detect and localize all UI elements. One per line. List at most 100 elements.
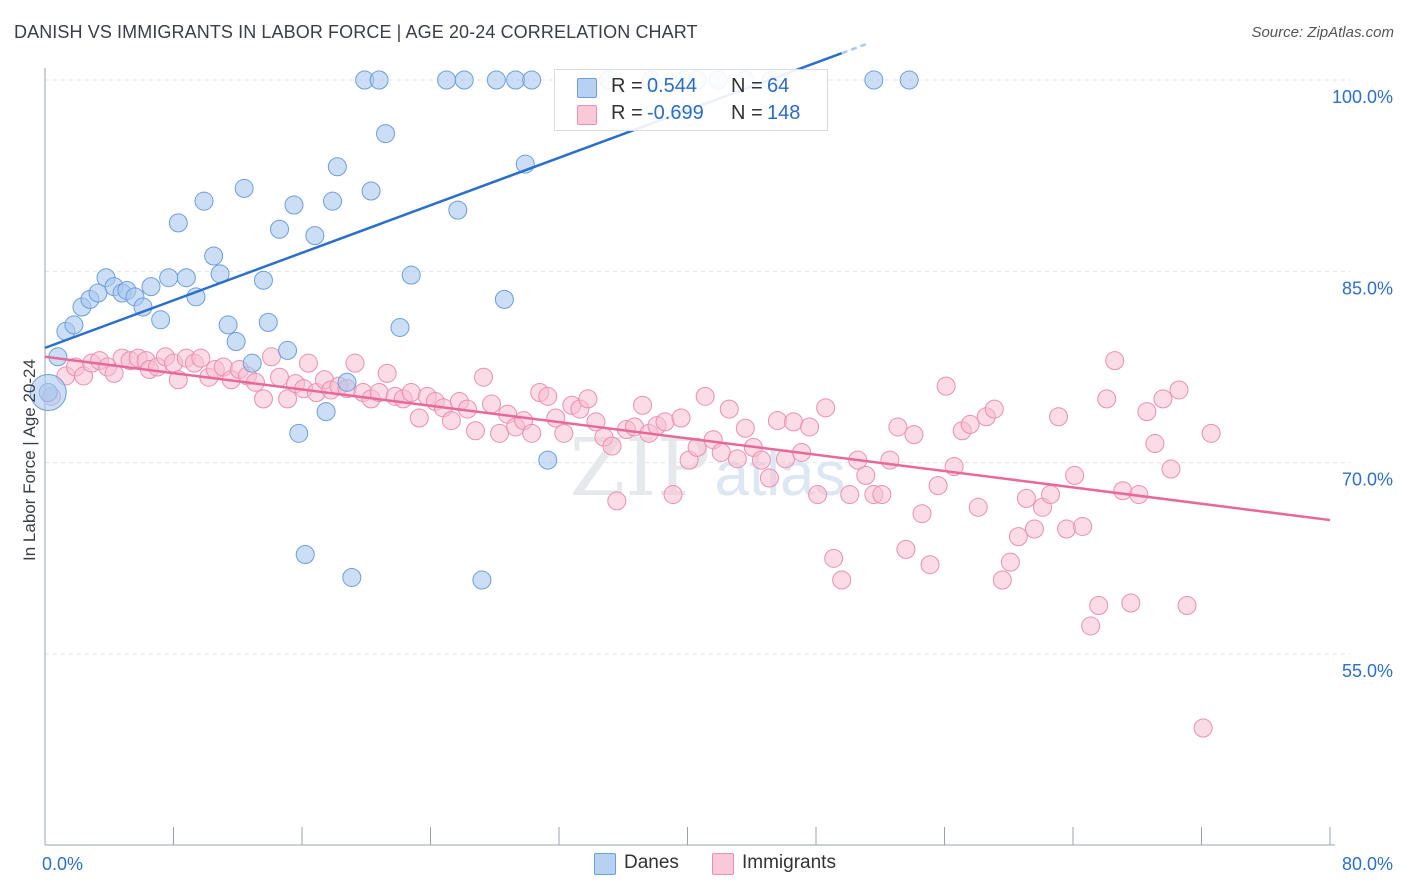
immigrants-point <box>578 389 598 409</box>
danes-point <box>454 70 474 90</box>
danes-point <box>337 372 357 392</box>
immigrants-point <box>1008 527 1028 547</box>
immigrants-point <box>840 485 860 505</box>
immigrants-point <box>298 353 318 373</box>
danes-point <box>141 277 161 297</box>
immigrants-point <box>522 423 542 443</box>
immigrants-point <box>1041 485 1061 505</box>
danes-point <box>159 268 179 288</box>
x-tick-label: 0.0% <box>42 854 83 874</box>
immigrants-point <box>554 423 574 443</box>
immigrants-point <box>1016 488 1036 508</box>
danes-point <box>218 315 238 335</box>
immigrants-point <box>904 425 924 445</box>
immigrants-point <box>1089 596 1109 616</box>
danes-point <box>226 331 246 351</box>
immigrants-point <box>1049 407 1069 427</box>
immigrants-point <box>538 386 558 406</box>
y-tick-label: 85.0% <box>1342 278 1393 298</box>
immigrants-point <box>816 398 836 418</box>
immigrants-point <box>1105 351 1125 371</box>
danes-r-value: 0.544 <box>647 75 698 97</box>
tick-labels: 100.0% 85.0% 70.0% 55.0% 0.0% 80.0% <box>42 87 1393 874</box>
danes-point <box>472 570 492 590</box>
danes-point <box>176 268 196 288</box>
immigrants-trend-line <box>44 355 1331 522</box>
danes-point <box>204 246 224 266</box>
immigrants-legend-label: Immigrants <box>742 852 836 873</box>
immigrants-n-value: 148 <box>767 102 801 124</box>
immigrants-point <box>759 468 779 488</box>
immigrants-r-value: -0.699 <box>647 102 704 124</box>
immigrants-point <box>872 485 892 505</box>
danes-point <box>506 70 526 90</box>
immigrants-point <box>920 555 940 575</box>
danes-point <box>376 124 396 144</box>
y-tick-label: 55.0% <box>1342 661 1393 681</box>
danes-point <box>88 283 108 303</box>
immigrants-point <box>984 399 1004 419</box>
source-note: Source: ZipAtlas.com <box>1251 24 1394 41</box>
danes-point <box>323 191 343 211</box>
danes-point <box>316 402 336 422</box>
immigrants-point <box>1177 596 1197 616</box>
immigrants-point <box>800 417 820 437</box>
immigrants-point <box>278 389 298 409</box>
immigrants-point <box>441 411 461 431</box>
immigrants-point <box>711 442 731 462</box>
danes-point <box>361 181 381 201</box>
immigrants-legend-swatch <box>712 853 734 875</box>
immigrants-point <box>1153 389 1173 409</box>
danes-point <box>342 567 362 587</box>
immigrants-point <box>687 437 707 457</box>
danes-legend-label: Danes <box>624 852 679 873</box>
immigrants-point <box>928 476 948 496</box>
axes <box>44 68 1335 846</box>
danes-trend-dashed <box>841 43 867 55</box>
immigrants-point <box>655 412 675 432</box>
immigrants-point <box>482 394 502 414</box>
immigrants-point <box>1161 459 1181 479</box>
immigrants-point <box>401 383 421 403</box>
immigrants-point <box>735 418 755 438</box>
danes-point <box>64 315 84 335</box>
danes-point <box>522 70 542 90</box>
immigrants-point <box>912 504 932 524</box>
danes-point <box>194 191 214 211</box>
danes-point <box>899 70 919 90</box>
immigrants-point <box>1113 481 1133 501</box>
immigrants-point <box>602 436 622 456</box>
danes-point <box>538 450 558 470</box>
immigrants-point <box>808 485 828 505</box>
immigrants-point <box>191 348 211 368</box>
immigrants-point <box>824 548 844 568</box>
danes-point <box>295 545 315 565</box>
y-tick-label: 70.0% <box>1342 470 1393 490</box>
immigrants-point <box>607 491 627 511</box>
immigrants-point <box>992 570 1012 590</box>
immigrants-point <box>856 465 876 485</box>
immigrants-point <box>1065 465 1085 485</box>
immigrants-point <box>1121 593 1141 613</box>
immigrants-points <box>41 347 1221 738</box>
y-axis-label: In Labor Force | Age 20-24 <box>20 359 39 561</box>
stats-legend: R = 0.544 N = 64 R = -0.699 N = 148 <box>554 69 828 131</box>
immigrants-point <box>888 417 908 437</box>
immigrants-point <box>751 450 771 470</box>
immigrants-point <box>409 408 429 428</box>
danes-point <box>390 317 410 337</box>
immigrants-point <box>1097 389 1117 409</box>
danes-point <box>258 312 278 332</box>
danes-points <box>29 70 919 590</box>
danes-point <box>234 178 254 198</box>
immigrants-point <box>784 412 804 432</box>
chart-title: DANISH VS IMMIGRANTS IN LABOR FORCE | AG… <box>14 22 698 42</box>
y-tick-label: 100.0% <box>1332 87 1393 107</box>
immigrants-point <box>832 570 852 590</box>
danes-point <box>253 270 273 290</box>
immigrants-point <box>1201 423 1221 443</box>
danes-point <box>448 200 468 220</box>
immigrants-point <box>261 347 281 367</box>
immigrants-point <box>1024 519 1044 539</box>
